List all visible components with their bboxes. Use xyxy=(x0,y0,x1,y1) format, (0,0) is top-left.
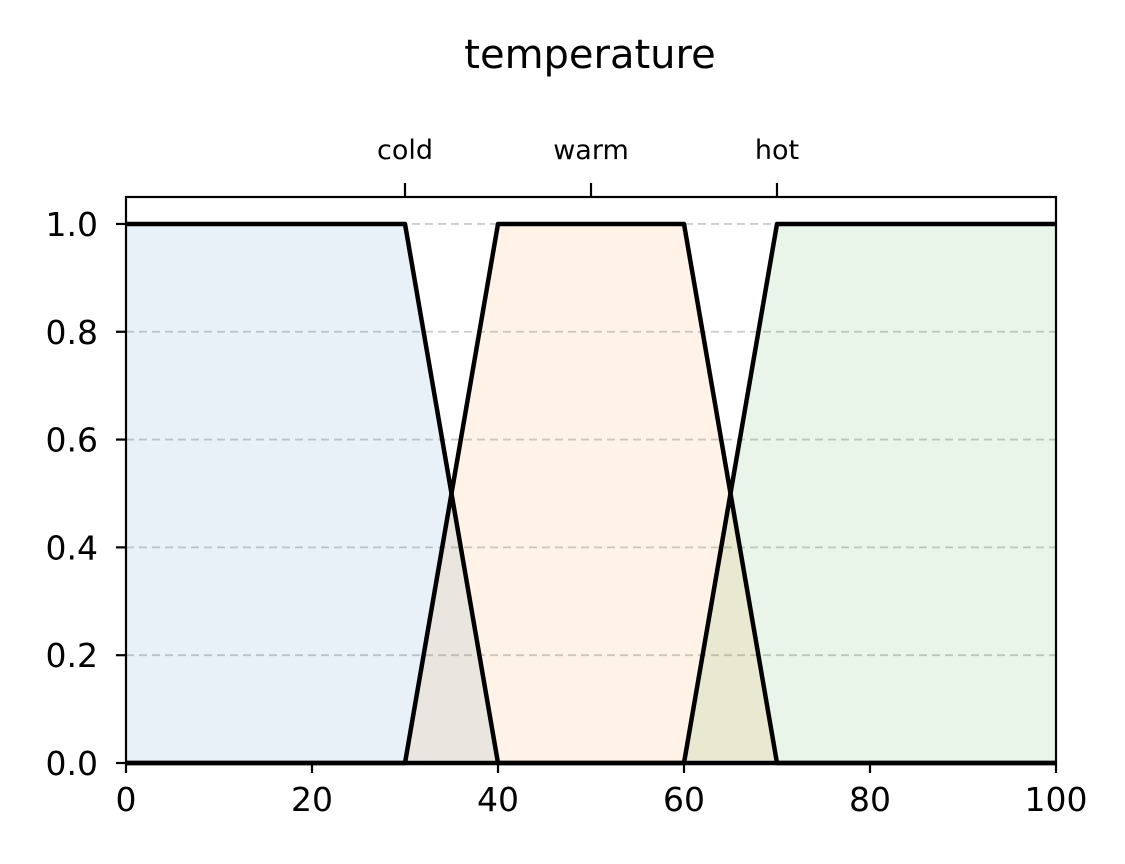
y-tick-label-4: 0.8 xyxy=(46,313,98,352)
x-tick-label-0: 0 xyxy=(116,780,137,819)
x-tick-label-3: 60 xyxy=(663,780,705,819)
x-tick-label-4: 80 xyxy=(849,780,891,819)
top-tick-label-hot: hot xyxy=(755,135,799,166)
top-tick-label-warm: warm xyxy=(553,135,629,166)
y-tick-label-2: 0.4 xyxy=(46,528,98,567)
y-tick-label-1: 0.2 xyxy=(46,636,98,675)
axes: 0 20 40 60 80 100 0.0 0.2 0.4 0.6 0.8 1.0 cold warm ho… xyxy=(46,135,1088,819)
area-cold xyxy=(126,223,1056,763)
x-tick-label-2: 40 xyxy=(477,780,519,819)
y-tick-label-3: 0.6 xyxy=(46,421,98,460)
area-warm xyxy=(126,223,1056,763)
x-tick-label-5: 100 xyxy=(1025,780,1088,819)
membership-fills xyxy=(126,223,1056,763)
chart-title: temperature xyxy=(464,32,715,78)
top-tick-label-cold: cold xyxy=(377,135,433,166)
y-tick-label-0: 0.0 xyxy=(46,744,98,783)
y-tick-label-5: 1.0 xyxy=(46,205,98,244)
x-tick-label-1: 20 xyxy=(291,780,333,819)
area-hot xyxy=(126,223,1056,763)
